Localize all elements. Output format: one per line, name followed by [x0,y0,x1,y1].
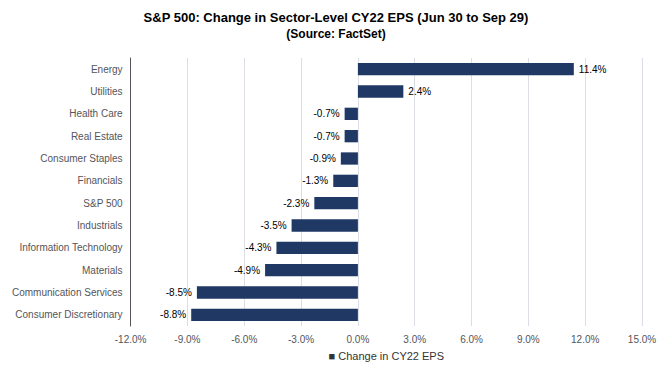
svg-text:-4.3%: -4.3% [245,242,271,253]
svg-text:15.0%: 15.0% [628,334,656,345]
svg-text:2.4%: 2.4% [408,86,431,97]
svg-text:0.0%: 0.0% [346,334,369,345]
svg-text:-9.0%: -9.0% [174,334,200,345]
svg-text:Materials: Materials [82,265,123,276]
svg-text:-12.0%: -12.0% [115,334,147,345]
svg-text:Health Care: Health Care [69,108,123,119]
svg-text:9.0%: 9.0% [517,334,540,345]
svg-text:Consumer Discretionary: Consumer Discretionary [15,309,122,320]
svg-text:-6.0%: -6.0% [231,334,257,345]
svg-text:Financials: Financials [78,175,123,186]
svg-text:Communication Services: Communication Services [12,287,123,298]
svg-text:Industrials: Industrials [77,220,123,231]
svg-text:-8.8%: -8.8% [160,309,186,320]
svg-text:-3.0%: -3.0% [288,334,314,345]
svg-text:Utilities: Utilities [90,86,122,97]
svg-text:-2.3%: -2.3% [283,198,309,209]
svg-text:-0.7%: -0.7% [314,108,340,119]
svg-text:11.4%: 11.4% [579,64,607,75]
svg-text:Information Technology: Information Technology [19,242,122,253]
svg-text:-0.9%: -0.9% [310,153,336,164]
svg-text:Energy: Energy [91,64,123,75]
svg-text:(Source: FactSet): (Source: FactSet) [286,27,385,41]
svg-text:S&P 500: S&P 500 [83,198,123,209]
svg-text:Real Estate: Real Estate [71,131,123,142]
svg-text:-0.7%: -0.7% [314,131,340,142]
svg-text:3.0%: 3.0% [403,334,426,345]
svg-text:6.0%: 6.0% [460,334,483,345]
svg-text:S&P 500: Change in Sector-Leve: S&P 500: Change in Sector-Level CY22 EPS… [144,10,529,25]
svg-text:Consumer Staples: Consumer Staples [40,153,122,164]
svg-text:-8.5%: -8.5% [166,287,192,298]
svg-text:-1.3%: -1.3% [302,175,328,186]
svg-text:■ Change in CY22 EPS: ■ Change in CY22 EPS [329,350,445,362]
svg-text:-3.5%: -3.5% [260,220,286,231]
svg-text:-4.9%: -4.9% [234,265,260,276]
svg-text:12.0%: 12.0% [571,334,599,345]
